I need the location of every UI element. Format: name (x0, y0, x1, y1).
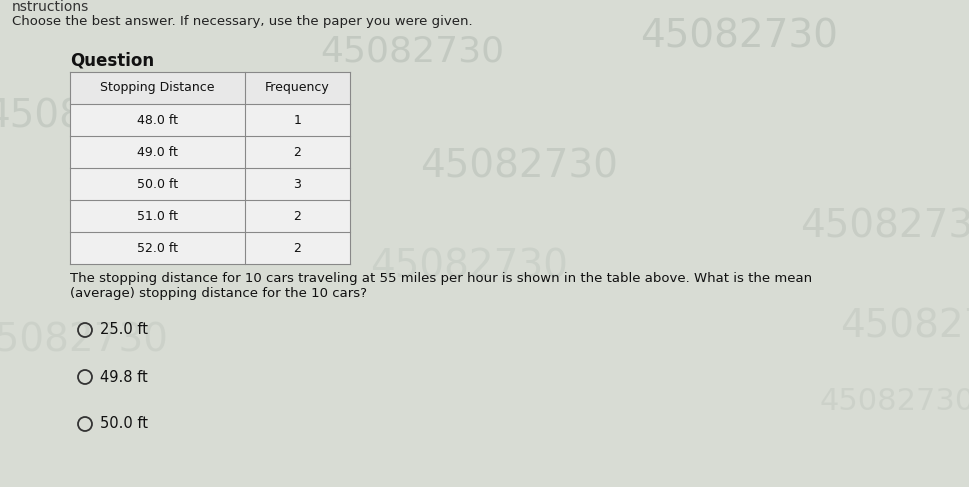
Text: 1: 1 (294, 113, 301, 127)
Text: 2: 2 (294, 209, 301, 223)
Text: Stopping Distance: Stopping Distance (100, 81, 215, 94)
Text: The stopping distance for 10 cars traveling at 55 miles per hour is shown in the: The stopping distance for 10 cars travel… (70, 272, 812, 300)
Text: 2: 2 (294, 242, 301, 255)
Text: nstructions: nstructions (12, 0, 89, 14)
Text: 3: 3 (294, 177, 301, 190)
Text: 45082730: 45082730 (370, 247, 568, 285)
Bar (70, 72, 350, 264)
Text: 45082730: 45082730 (800, 207, 969, 245)
Bar (70, 104, 350, 136)
Text: 45082730: 45082730 (0, 97, 183, 135)
Text: 51.0 ft: 51.0 ft (137, 209, 178, 223)
Text: 50.0 ft: 50.0 ft (137, 177, 178, 190)
Bar (70, 200, 350, 232)
Text: 2: 2 (294, 146, 301, 158)
Bar (70, 72, 350, 104)
Bar (70, 168, 350, 200)
Text: 49.8 ft: 49.8 ft (100, 370, 147, 385)
Text: 45082730: 45082730 (640, 17, 838, 55)
Text: 48.0 ft: 48.0 ft (137, 113, 178, 127)
Text: Question: Question (70, 52, 154, 70)
Bar (70, 232, 350, 264)
Text: 45082730: 45082730 (0, 322, 168, 360)
Text: 45082730: 45082730 (420, 147, 618, 185)
Text: Choose the best answer. If necessary, use the paper you were given.: Choose the best answer. If necessary, us… (12, 15, 473, 28)
Text: Frequency: Frequency (266, 81, 329, 94)
Text: 25.0 ft: 25.0 ft (100, 322, 148, 337)
Text: 45082730: 45082730 (320, 34, 504, 68)
Text: 49.0 ft: 49.0 ft (137, 146, 178, 158)
Text: 45082730: 45082730 (840, 307, 969, 345)
Text: 52.0 ft: 52.0 ft (137, 242, 178, 255)
Bar (70, 136, 350, 168)
Text: 50.0 ft: 50.0 ft (100, 416, 148, 431)
Text: 45082730: 45082730 (820, 387, 969, 416)
